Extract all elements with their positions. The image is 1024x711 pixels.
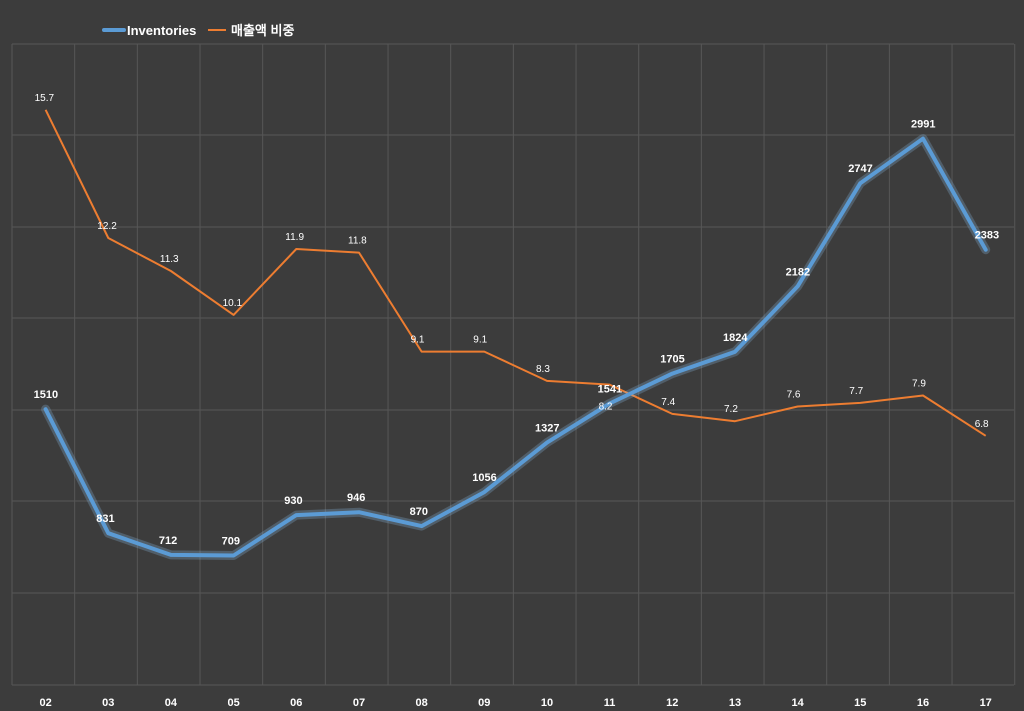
data-label-inventories: 712 (159, 535, 177, 547)
data-label-sales-ratio: 11.9 (285, 232, 304, 243)
x-tick-label: 17 (980, 697, 992, 709)
series-line-sales-ratio (44, 109, 987, 437)
x-tick-label: 05 (227, 697, 239, 709)
x-tick-label: 13 (729, 697, 741, 709)
x-tick-label: 12 (666, 697, 678, 709)
data-label-inventories: 1541 (598, 384, 622, 396)
series-line-inventories (43, 136, 988, 558)
grid (11, 43, 1016, 686)
x-tick-label: 07 (353, 697, 365, 709)
data-label-sales-ratio: 11.8 (348, 236, 367, 247)
x-tick-label: 02 (39, 697, 51, 709)
data-label-inventories: 1510 (34, 389, 58, 401)
series-glow-inventories (41, 134, 991, 560)
data-label-inventories: 946 (347, 492, 365, 504)
legend-label-inventories: Inventories (127, 23, 196, 38)
data-label-sales-ratio: 7.6 (787, 390, 801, 401)
data-label-sales-ratio: 6.8 (975, 419, 989, 430)
x-tick-label: 16 (917, 697, 929, 709)
data-label-inventories: 1056 (472, 472, 496, 484)
data-label-inventories: 2383 (975, 230, 999, 242)
data-label-sales-ratio: 7.7 (849, 386, 863, 397)
data-label-sales-ratio: 10.1 (223, 298, 243, 309)
data-label-sales-ratio: 9.1 (473, 335, 487, 346)
data-label-inventories: 870 (410, 506, 428, 518)
data-label-sales-ratio: 9.1 (411, 335, 425, 346)
x-axis-ticks: 02 03 04 05 06 07 08 09 10 11 12 13 14 15 16 17 (39, 697, 991, 709)
data-label-inventories: 831 (96, 513, 114, 525)
x-tick-label: 15 (854, 697, 866, 709)
data-label-inventories: 930 (284, 495, 302, 507)
x-tick-label: 06 (290, 697, 302, 709)
x-tick-label: 08 (415, 697, 427, 709)
x-tick-label: 11 (604, 697, 616, 709)
data-label-inventories: 1705 (660, 354, 684, 366)
data-label-inventories: 2182 (786, 266, 810, 278)
data-label-sales-ratio: 12.2 (97, 221, 117, 232)
x-tick-label: 03 (102, 697, 114, 709)
data-label-sales-ratio: 7.4 (661, 397, 675, 408)
data-label-sales-ratio: 7.2 (724, 404, 738, 415)
x-tick-label: 10 (541, 697, 553, 709)
series (41, 109, 991, 560)
x-tick-label: 04 (165, 697, 178, 709)
data-label-sales-ratio: 8.3 (536, 364, 550, 375)
data-label-sales-ratio: 11.3 (160, 254, 179, 265)
legend: Inventories 매출액 비중 (102, 23, 294, 38)
data-label-inventories: 1824 (723, 332, 748, 344)
data-label-sales-ratio: 7.9 (912, 379, 926, 390)
data-label-inventories: 2991 (911, 119, 935, 131)
data-label-inventories: 709 (222, 535, 240, 547)
data-label-sales-ratio: 15.7 (35, 93, 55, 104)
data-label-inventories: 2747 (848, 163, 872, 175)
x-tick-label: 09 (478, 697, 490, 709)
data-label-sales-ratio: 8.2 (599, 402, 613, 413)
x-tick-label: 14 (791, 697, 804, 709)
data-label-inventories: 1327 (535, 423, 559, 435)
data-labels: 1510 831 712 709 930 946 870 1056 1327 1541 1705 18… (34, 93, 1000, 548)
legend-label-sales-ratio: 매출액 비중 (231, 23, 294, 38)
